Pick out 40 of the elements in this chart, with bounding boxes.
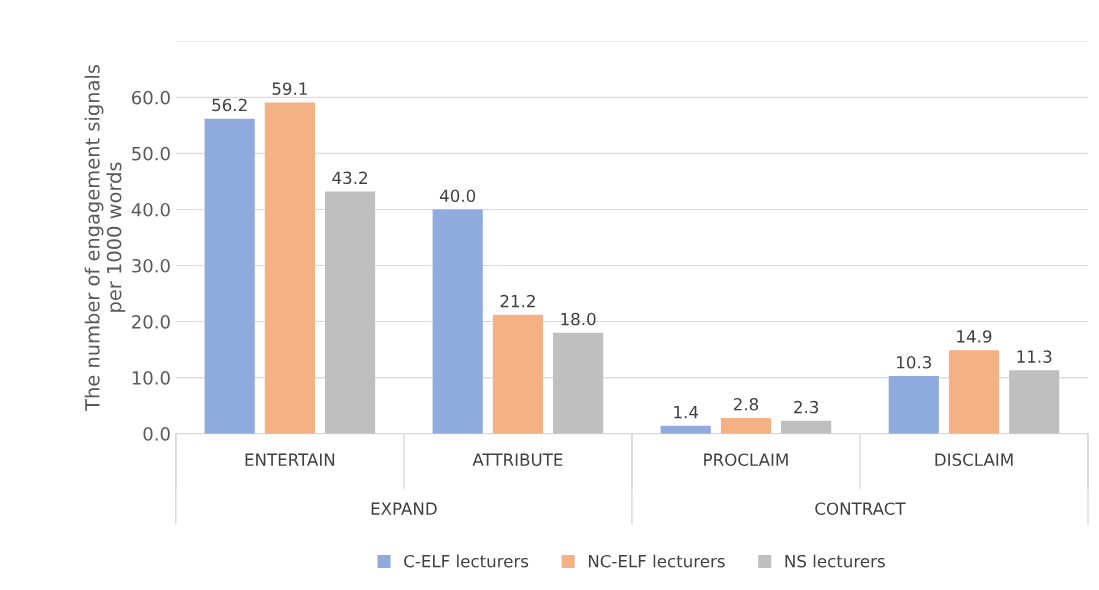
bar (948, 350, 1000, 434)
text: CONTRACT (815, 502, 906, 515)
data-label: 10.3 (897, 355, 931, 369)
y-tick-label: 40.0 (131, 202, 170, 217)
legend-label: NC-ELF lecturers (588, 554, 725, 568)
y-axis-title: The number of engagement signals per 1000 words (84, 64, 126, 411)
y-tick-label: 20.0 (132, 315, 170, 329)
data-label: 2.8 (733, 397, 759, 411)
x-tick-label: DISCLAIM (935, 453, 1013, 466)
data-label: 21.2 (500, 294, 535, 308)
data-label: 18.0 (561, 312, 596, 326)
bar (492, 314, 543, 434)
y-tick-label: 30.0 (132, 258, 170, 273)
data-label: 14.9 (957, 330, 992, 343)
data-label: 56.2 (212, 98, 247, 112)
y-tick-label: 50.0 (132, 146, 170, 161)
bar (1009, 370, 1060, 434)
text: EXPAND (371, 502, 437, 515)
data-label: 1.4 (674, 406, 699, 419)
bar (781, 420, 832, 434)
data-label: 11.3 (1017, 350, 1052, 363)
x-tick-label: PROCLAIM (704, 453, 788, 466)
data-label: 2.3 (794, 400, 819, 414)
bar (432, 209, 483, 434)
data-label: 59.1 (272, 82, 307, 95)
bar (264, 102, 315, 434)
bar (720, 417, 772, 434)
bar (553, 332, 604, 434)
x-tick-label: ENTERTAIN (245, 453, 335, 466)
y-tick-label: 0.0 (143, 427, 170, 441)
bar (204, 118, 255, 434)
bar (888, 375, 939, 434)
y-tick-label: 10.0 (132, 371, 170, 385)
legend-label: NS lecturers (785, 554, 885, 568)
data-label: 40.0 (439, 189, 476, 203)
y-tick-label: 60.0 (132, 90, 170, 105)
legend-label: C-ELF lecturers (404, 554, 529, 568)
data-label: 43.2 (332, 171, 367, 185)
x-tick-label: ATTRIBUTE (472, 453, 563, 466)
bar (324, 191, 376, 434)
